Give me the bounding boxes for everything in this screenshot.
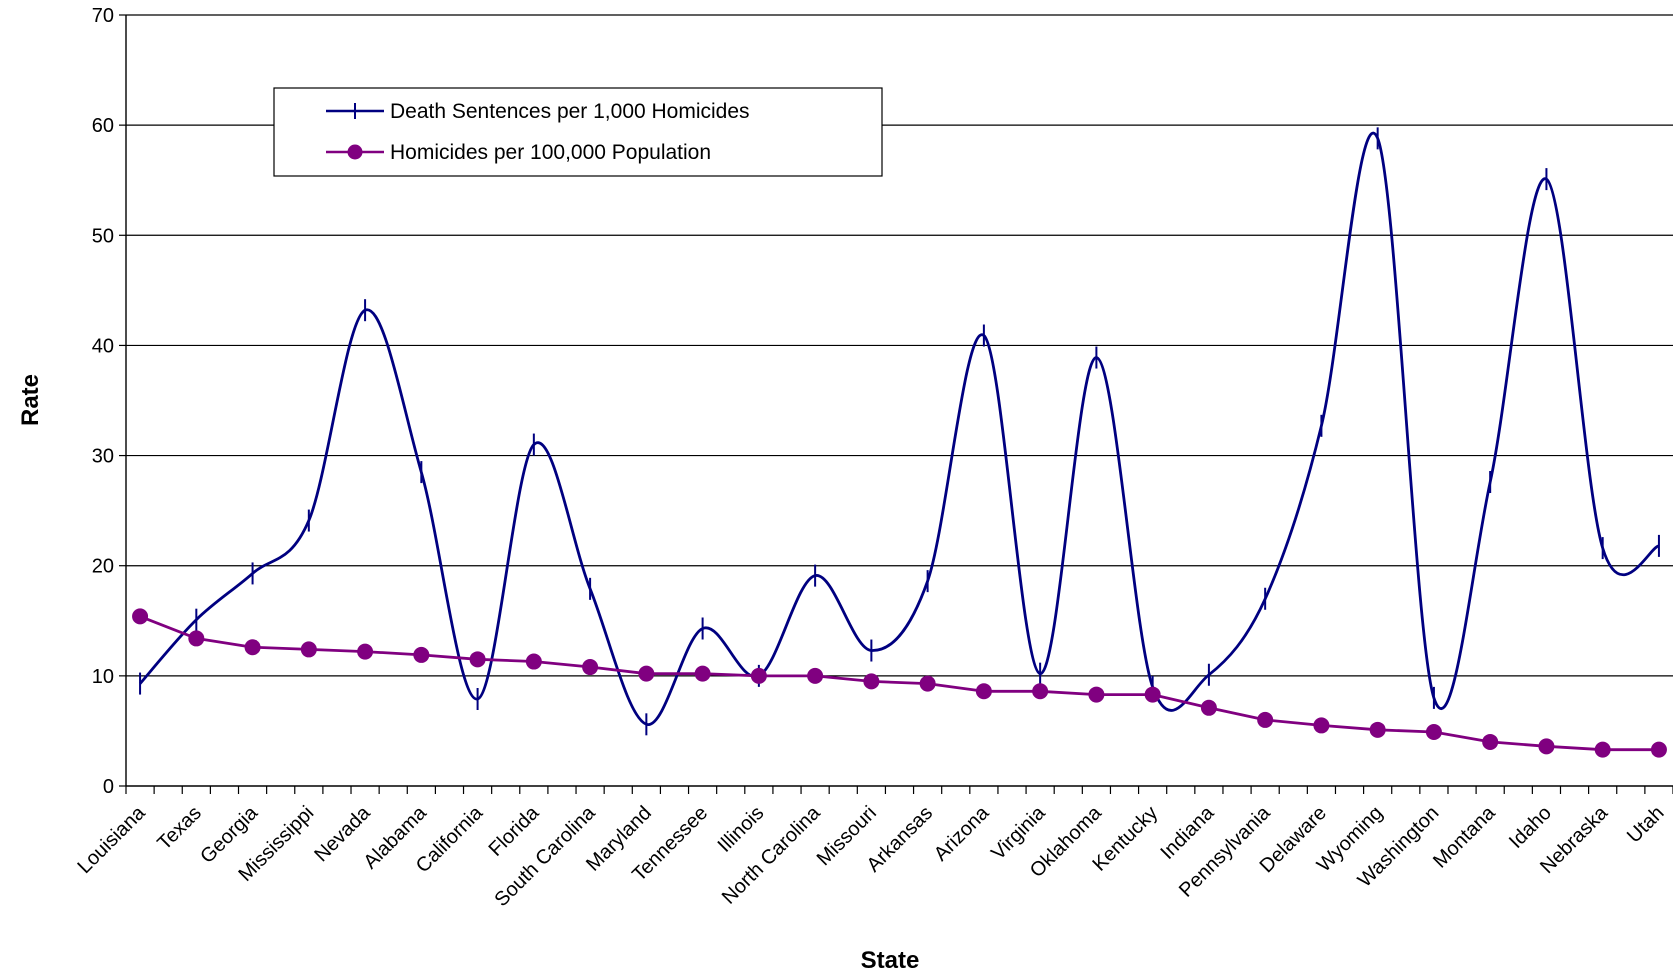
x-axis-title: State (861, 947, 920, 974)
data-point-homicides (807, 667, 824, 684)
y-tick-label: 50 (92, 225, 114, 247)
data-point-homicides (244, 639, 261, 656)
data-point-homicides (863, 673, 880, 690)
legend-marker-circle (347, 144, 363, 160)
legend-label-death-sentences: Death Sentences per 1,000 Homicides (390, 100, 750, 123)
series-layer (132, 127, 1667, 758)
series-line-homicides (139, 615, 1659, 752)
data-point-homicides (1032, 683, 1049, 700)
y-tick-label: 70 (92, 5, 114, 27)
gridlines (126, 14, 1673, 677)
y-tick-label: 30 (92, 446, 114, 468)
y-tick-label: 40 (92, 335, 114, 357)
data-point-homicides (1200, 699, 1217, 716)
data-point-homicides (300, 641, 317, 658)
data-point-homicides (1257, 711, 1274, 728)
data-point-homicides (582, 659, 599, 676)
data-point-homicides (1482, 733, 1499, 750)
y-axis-title: Rate (17, 374, 44, 426)
y-tick-label: 10 (92, 666, 114, 688)
data-point-homicides (694, 665, 711, 682)
series-line-death-sentences (139, 131, 1660, 726)
y-tick-label: 0 (103, 776, 114, 798)
y-tick-label: 20 (92, 556, 114, 578)
data-point-homicides (1594, 741, 1611, 758)
data-point-homicides (1369, 721, 1386, 738)
data-point-homicides (1088, 686, 1105, 703)
data-point-homicides (1144, 686, 1161, 703)
data-point-homicides (357, 643, 374, 660)
data-point-homicides (750, 667, 767, 684)
legend: Death Sentences per 1,000 Homicides Homi… (273, 87, 883, 177)
data-point-homicides (188, 630, 205, 647)
legend-label-homicides: Homicides per 100,000 Population (390, 141, 711, 164)
data-point-homicides (975, 683, 992, 700)
y-tick-label: 60 (92, 115, 114, 137)
data-point-homicides (1425, 724, 1442, 741)
data-point-homicides (413, 646, 430, 663)
data-point-homicides (919, 675, 936, 692)
data-point-homicides (525, 653, 542, 670)
data-point-homicides (1538, 738, 1555, 755)
data-point-homicides (132, 608, 149, 625)
data-point-homicides (469, 651, 486, 668)
legend-box (273, 87, 883, 177)
data-point-homicides (1650, 741, 1667, 758)
data-point-homicides (1313, 717, 1330, 734)
data-point-homicides (638, 665, 655, 682)
